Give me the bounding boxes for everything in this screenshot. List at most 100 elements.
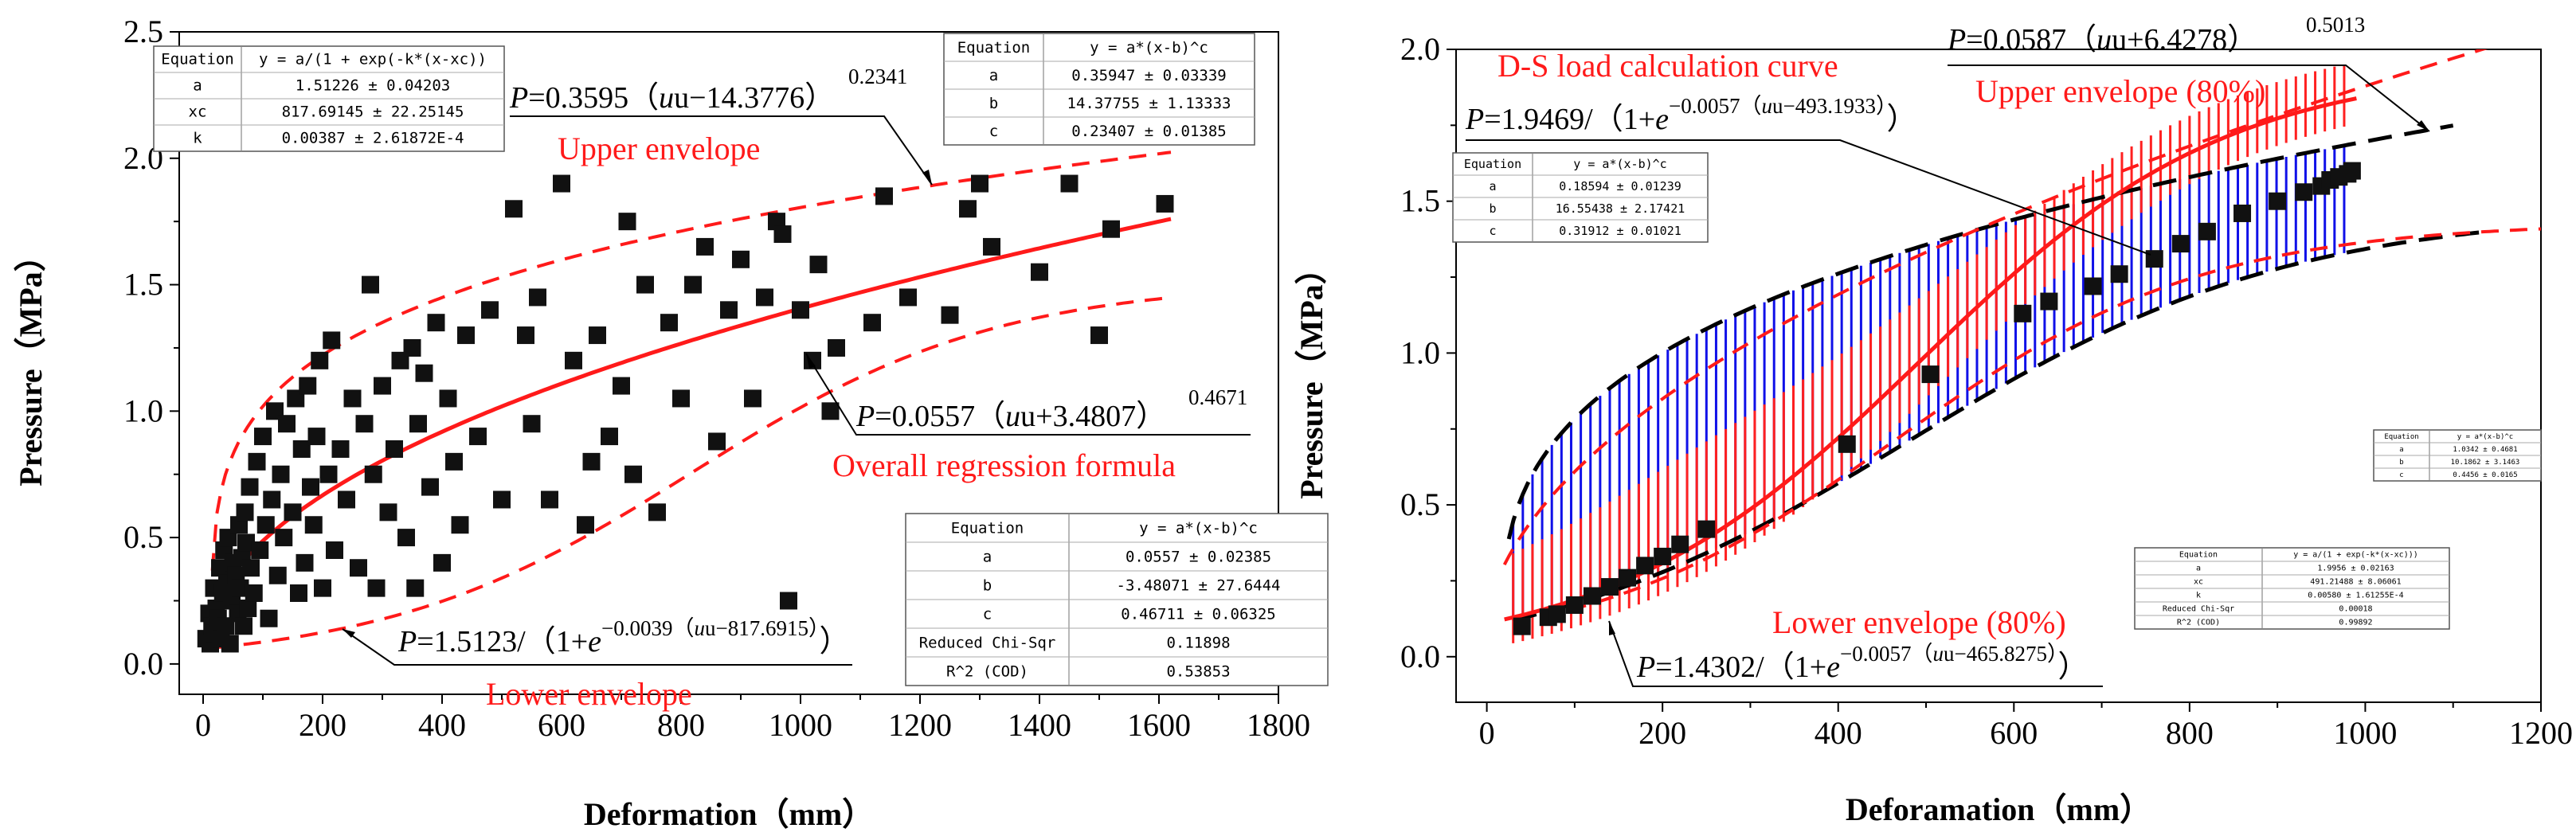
measured-point bbox=[2145, 250, 2163, 268]
scatter-point bbox=[505, 200, 523, 218]
scatter-point bbox=[245, 584, 263, 602]
left-lower-label: Lower envelope bbox=[486, 676, 692, 712]
y-tick-label: 1.5 bbox=[1400, 183, 1440, 219]
scatter-point bbox=[403, 338, 421, 357]
table-cell-value: y = a/(1 + exp(-k*(x-xc))) bbox=[2293, 551, 2418, 560]
scatter-point bbox=[231, 579, 249, 597]
table-cell-name: a bbox=[193, 76, 202, 94]
scatter-point bbox=[338, 490, 355, 509]
table-cell-value: y = a/(1 + exp(-k*(x-xc)) bbox=[259, 50, 487, 68]
right-lower-label: Lower envelope (80%) bbox=[1772, 604, 2066, 640]
scatter-point bbox=[374, 377, 391, 395]
y-tick-label: 1.5 bbox=[123, 267, 163, 303]
table-cell-value: 0.23407 ± 0.01385 bbox=[1071, 123, 1226, 140]
left-y-axis-label: Pressure（MPa） bbox=[13, 240, 49, 486]
x-tick-label: 1200 bbox=[888, 707, 952, 743]
scatter-point bbox=[415, 364, 433, 382]
scatter-point bbox=[241, 478, 259, 496]
scatter-point bbox=[809, 256, 828, 274]
scatter-point bbox=[648, 503, 666, 522]
scatter-point bbox=[251, 541, 269, 559]
left-overall-arrowhead bbox=[806, 354, 816, 369]
table-cell-name: Reduced Chi-Sqr bbox=[919, 634, 1056, 651]
right-lower-leader bbox=[1608, 620, 2103, 687]
left-chart: 0 200 400 600 800 1000 1200 1400 1600 1800 0.0 0.5 1… bbox=[13, 14, 1329, 832]
x-tick-label: 1600 bbox=[1127, 707, 1191, 743]
scatter-point bbox=[236, 503, 254, 522]
scatter-point bbox=[242, 559, 260, 577]
table-cell-name: b bbox=[983, 576, 992, 594]
scatter-point bbox=[367, 579, 386, 597]
table-cell-value: 0.00387 ± 2.61872E-4 bbox=[282, 129, 464, 147]
scatter-point bbox=[618, 213, 636, 231]
scatter-point bbox=[828, 338, 845, 357]
scatter-point bbox=[792, 301, 809, 319]
scatter-point bbox=[875, 187, 893, 205]
left-lower-equation: P=1.5123/（1+e−0.0039（uu−817.6915）） bbox=[397, 616, 850, 658]
left-upper-equation: P=0.3595（uu−14.3776） bbox=[509, 81, 835, 115]
scatter-point bbox=[439, 389, 457, 408]
left-upper-envelope bbox=[210, 150, 1172, 571]
left-upper-leader bbox=[510, 115, 933, 186]
right-axis-ticks: 0 200 400 600 800 1000 1200 0.0 0.5 1.0 1.5 2.0 bbox=[1400, 31, 2573, 751]
right-lower-annotation: Lower envelope (80%) P=1.4302/（1+e−0.005… bbox=[1608, 604, 2103, 687]
right-upper-annotation: P=0.0587（uu+6.4278） 0.5013 Upper envelop… bbox=[1947, 13, 2430, 132]
measured-point bbox=[1921, 365, 1940, 384]
table-cell-name: R^2 (COD) bbox=[2177, 619, 2220, 627]
left-upper-exponent: 0.2341 bbox=[848, 64, 907, 88]
table-cell-value: 0.35947 ± 0.03339 bbox=[1071, 67, 1226, 84]
measured-point bbox=[2269, 192, 2287, 210]
table-cell-name: b bbox=[2399, 459, 2403, 467]
left-overall-leader bbox=[805, 353, 1251, 436]
scatter-point bbox=[326, 541, 343, 559]
table-cell-name: k bbox=[193, 129, 202, 147]
table-cell-value: 0.00018 bbox=[2339, 605, 2372, 614]
table-cell-value: 0.46711 ± 0.06325 bbox=[1121, 605, 1275, 623]
scatter-point bbox=[469, 428, 487, 446]
left-overall-label: Overall regression formula bbox=[832, 447, 1176, 483]
scatter-point bbox=[660, 314, 678, 332]
measured-point bbox=[2198, 222, 2216, 240]
scatter-point bbox=[457, 326, 475, 345]
x-tick-label: 600 bbox=[538, 707, 585, 743]
scatter-point bbox=[427, 314, 445, 332]
y-tick-label: 1.0 bbox=[1400, 334, 1440, 370]
right-lower-arrowhead bbox=[1609, 621, 1615, 635]
x-tick-label: 200 bbox=[299, 707, 346, 743]
table-cell-name: b bbox=[989, 95, 998, 112]
table-cell-value: 0.11898 bbox=[1166, 634, 1230, 651]
table-cell-name: R^2 (COD) bbox=[946, 662, 1028, 680]
table-cell-name: a bbox=[2399, 446, 2403, 454]
x-tick-label: 1400 bbox=[1008, 707, 1071, 743]
table-cell-value: 1.9956 ± 0.02163 bbox=[2317, 565, 2394, 573]
table-cell-value: 0.18594 ± 0.01239 bbox=[1559, 179, 1681, 193]
y-tick-label: 1.0 bbox=[123, 393, 163, 428]
table-cell-value: 0.4456 ± 0.0165 bbox=[2453, 471, 2517, 479]
scatter-point bbox=[343, 389, 362, 408]
left-axis-ticks: 0 200 400 600 800 1000 1200 1400 1600 1800 0.0 0.5 1… bbox=[123, 14, 1310, 743]
table-cell-name: c bbox=[1489, 224, 1496, 238]
table-cell-name: Equation bbox=[951, 519, 1024, 537]
left-overall-power-fit-table: Equation y = a*(x-b)^c a 0.0557 ± 0.02385 b -… bbox=[905, 513, 1329, 686]
table-cell-value: -3.48071 ± 27.6444 bbox=[1117, 576, 1281, 594]
right-ds-equation: P=1.9469/（1+e−0.0057（uu−493.1933）） bbox=[1465, 94, 1917, 136]
scatter-point bbox=[696, 237, 714, 256]
scatter-point bbox=[720, 301, 738, 319]
x-tick-label: 1000 bbox=[2333, 715, 2397, 751]
scatter-point bbox=[983, 237, 1000, 256]
left-lower-leader bbox=[342, 628, 852, 666]
scatter-point bbox=[582, 452, 601, 471]
scatter-point bbox=[364, 465, 382, 483]
measured-point bbox=[2233, 204, 2252, 222]
right-upper-exponent: 0.5013 bbox=[2306, 13, 2365, 37]
x-tick-label: 0 bbox=[195, 707, 211, 743]
table-cell-value: 0.00580 ± 1.61255E-4 bbox=[2308, 592, 2403, 600]
right-measured-points bbox=[1513, 162, 2361, 635]
left-upper-annotation: P=0.3595（uu−14.3776） 0.2341 Upper envelo… bbox=[509, 64, 933, 186]
scatter-point bbox=[672, 389, 690, 408]
x-tick-label: 1000 bbox=[769, 707, 832, 743]
scatter-point bbox=[406, 579, 425, 597]
scatter-point bbox=[565, 351, 582, 369]
scatter-point bbox=[292, 440, 311, 458]
x-tick-label: 1800 bbox=[1247, 707, 1310, 743]
